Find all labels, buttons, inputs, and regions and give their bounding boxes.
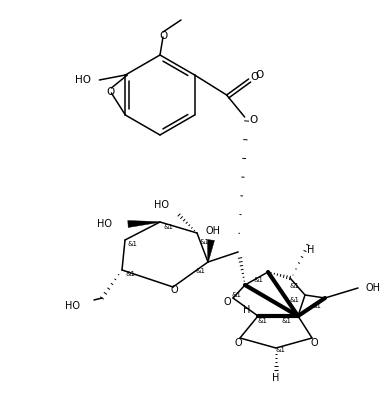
- Text: &1: &1: [276, 347, 286, 353]
- Text: O: O: [159, 31, 167, 41]
- Text: &1: &1: [200, 239, 210, 245]
- Text: HO: HO: [154, 200, 169, 210]
- Text: O: O: [106, 87, 115, 97]
- Polygon shape: [208, 240, 215, 262]
- Text: &1: &1: [253, 277, 263, 283]
- Text: &1: &1: [258, 318, 268, 324]
- Text: &1: &1: [289, 283, 299, 289]
- Text: &1: &1: [290, 297, 300, 303]
- Text: O: O: [256, 70, 264, 80]
- Text: O: O: [250, 115, 258, 125]
- Text: &1: &1: [312, 303, 322, 309]
- Text: O: O: [310, 338, 318, 348]
- Text: &1: &1: [163, 224, 173, 230]
- Text: &1: &1: [281, 318, 291, 324]
- Text: HO: HO: [97, 219, 112, 229]
- Text: HO: HO: [65, 301, 80, 311]
- Text: &1: &1: [195, 268, 205, 274]
- Text: &1: &1: [232, 292, 242, 298]
- Text: HO: HO: [75, 75, 91, 85]
- Text: O: O: [251, 72, 259, 82]
- Text: O: O: [223, 297, 231, 307]
- Text: O: O: [234, 338, 242, 348]
- Text: H: H: [307, 245, 315, 255]
- Text: &1: &1: [128, 241, 138, 247]
- Text: OH: OH: [205, 226, 220, 236]
- Text: H: H: [272, 373, 280, 383]
- Text: O: O: [170, 285, 178, 295]
- Text: &1: &1: [125, 271, 135, 277]
- Polygon shape: [128, 220, 160, 228]
- Text: H: H: [243, 305, 251, 315]
- Text: OH: OH: [366, 283, 381, 293]
